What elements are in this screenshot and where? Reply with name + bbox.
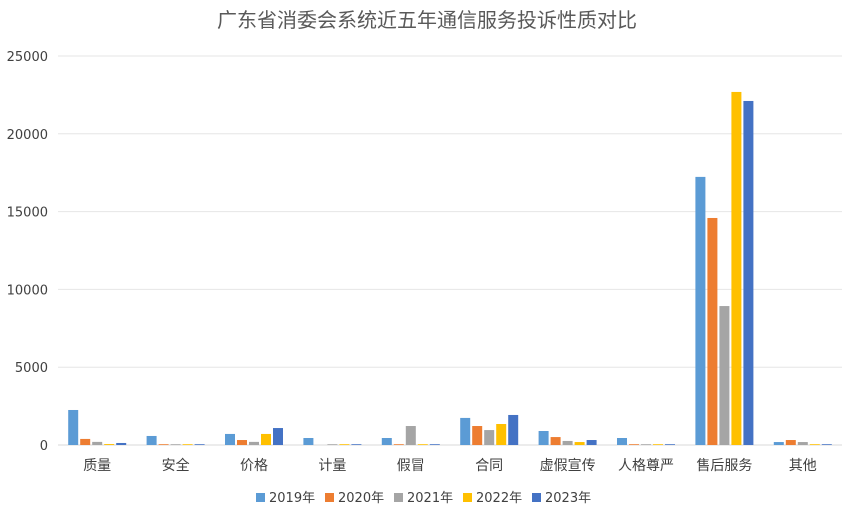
x-axis: 质量 安全 价格 计量 假冒 合同 虚假宣传 人格尊严 售后服务 其他 bbox=[83, 457, 817, 474]
bar-2019年-价格 bbox=[225, 433, 235, 445]
bar-2021年-虚假宣传 bbox=[562, 440, 573, 445]
x-tick-label: 其他 bbox=[789, 458, 817, 474]
bar-2021年-其他 bbox=[797, 442, 808, 445]
legend-label: 2020年 bbox=[338, 491, 384, 506]
bar-2020年-售后服务 bbox=[707, 217, 718, 445]
y-tick-label: 20000 bbox=[7, 128, 48, 143]
legend-swatch-2022年 bbox=[463, 493, 472, 502]
bar-2020年-虚假宣传 bbox=[550, 437, 561, 445]
legend-swatch-2019年 bbox=[256, 493, 265, 502]
y-axis: 0 5000 10000 15000 20000 25000 bbox=[7, 50, 48, 454]
legend-swatch-2021年 bbox=[394, 493, 403, 502]
y-tick-label: 5000 bbox=[15, 361, 48, 376]
bar-2023年-假冒 bbox=[429, 444, 440, 445]
bar-2019年-售后服务 bbox=[695, 176, 706, 446]
bar-2020年-其他 bbox=[785, 440, 796, 445]
x-tick-label: 人格尊严 bbox=[618, 457, 674, 474]
bars bbox=[68, 91, 832, 446]
bar-2022年-其他 bbox=[809, 444, 820, 445]
bar-2022年-合同 bbox=[496, 423, 507, 445]
legend-label: 2022年 bbox=[476, 491, 522, 506]
bar-2022年-价格 bbox=[261, 433, 271, 445]
bar-2023年-人格尊严 bbox=[665, 444, 675, 445]
x-tick-label: 质量 bbox=[83, 458, 111, 474]
bar-2023年-其他 bbox=[821, 444, 832, 445]
y-tick-label: 10000 bbox=[7, 283, 48, 298]
bar-2019年-计量 bbox=[303, 437, 314, 445]
bar-2023年-价格 bbox=[273, 428, 283, 445]
bar-2022年-售后服务 bbox=[731, 91, 742, 445]
y-tick-label: 0 bbox=[40, 439, 48, 454]
bar-2019年-合同 bbox=[460, 417, 471, 445]
bar-2021年-人格尊严 bbox=[641, 444, 651, 445]
bar-2021年-计量 bbox=[327, 444, 338, 445]
bar-2021年-安全 bbox=[170, 444, 181, 445]
legend-label: 2021年 bbox=[407, 491, 453, 506]
bar-2023年-质量 bbox=[116, 442, 127, 445]
bar-2022年-人格尊严 bbox=[653, 444, 663, 445]
bar-2021年-假冒 bbox=[405, 426, 416, 445]
bar-2020年-价格 bbox=[237, 440, 247, 445]
x-tick-label: 计量 bbox=[318, 458, 346, 474]
bar-2019年-虚假宣传 bbox=[538, 430, 549, 445]
bar-2023年-安全 bbox=[194, 444, 205, 445]
chart-title: 广东省消委会系统近五年通信服务投诉性质对比 bbox=[217, 8, 637, 32]
bar-2021年-售后服务 bbox=[719, 306, 730, 445]
bar-2021年-合同 bbox=[484, 430, 495, 445]
bar-2022年-计量 bbox=[339, 444, 350, 445]
bar-2023年-售后服务 bbox=[743, 100, 754, 446]
bar-2020年-人格尊严 bbox=[629, 444, 639, 445]
legend-swatch-2023年 bbox=[532, 493, 541, 502]
bar-2022年-质量 bbox=[104, 444, 115, 445]
legend-swatch-2020年 bbox=[325, 493, 334, 502]
bar-2020年-安全 bbox=[158, 444, 169, 445]
bar-2022年-假冒 bbox=[417, 444, 428, 445]
bar-2019年-人格尊严 bbox=[617, 437, 627, 445]
bar-2023年-虚假宣传 bbox=[586, 440, 597, 445]
bar-2019年-其他 bbox=[773, 442, 784, 445]
bar-2021年-质量 bbox=[92, 441, 103, 445]
bar-2021年-价格 bbox=[249, 441, 259, 445]
bar-2023年-计量 bbox=[351, 444, 362, 445]
legend: 2019年 2020年 2021年 2022年 2023年 bbox=[256, 491, 591, 506]
x-tick-label: 安全 bbox=[162, 457, 190, 474]
bar-2019年-质量 bbox=[68, 409, 79, 445]
bar-2023年-合同 bbox=[508, 414, 519, 445]
bar-2020年-质量 bbox=[80, 438, 91, 445]
bar-2019年-假冒 bbox=[381, 437, 392, 445]
legend-label: 2019年 bbox=[269, 491, 315, 506]
x-tick-label: 合同 bbox=[475, 458, 503, 474]
y-tick-label: 15000 bbox=[7, 206, 48, 221]
bar-2022年-安全 bbox=[182, 444, 193, 445]
bar-2020年-假冒 bbox=[393, 444, 404, 445]
x-tick-label: 价格 bbox=[240, 458, 268, 474]
bar-2022年-虚假宣传 bbox=[574, 442, 585, 445]
x-tick-label: 虚假宣传 bbox=[540, 458, 596, 474]
bar-2019年-安全 bbox=[146, 435, 157, 445]
bar-2020年-合同 bbox=[472, 426, 483, 445]
x-tick-label: 售后服务 bbox=[696, 458, 752, 474]
x-tick-label: 假冒 bbox=[397, 458, 425, 474]
y-tick-label: 25000 bbox=[7, 50, 48, 65]
legend-label: 2023年 bbox=[545, 491, 591, 506]
